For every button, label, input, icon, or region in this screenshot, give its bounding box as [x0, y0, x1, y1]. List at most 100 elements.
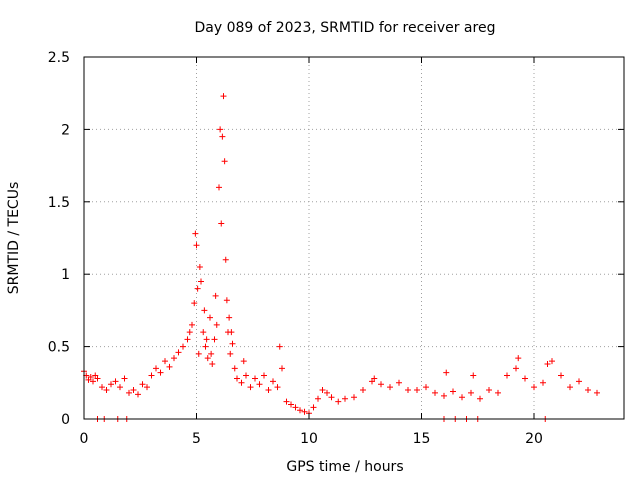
data-point [256, 381, 263, 388]
data-point [130, 387, 137, 394]
data-point [276, 343, 283, 350]
data-point [515, 355, 522, 362]
data-point [265, 387, 272, 394]
data-point [223, 297, 230, 304]
data-point [112, 378, 119, 385]
data-point [360, 387, 366, 394]
data-point [90, 378, 96, 385]
data-points [81, 93, 600, 422]
data-point [513, 365, 519, 372]
data-point [342, 395, 348, 402]
data-point [184, 336, 191, 343]
plot-frame [83, 56, 625, 420]
data-point [522, 375, 528, 382]
data-point [544, 360, 551, 367]
data-point [211, 336, 218, 343]
data-point [234, 375, 240, 382]
data-point [301, 408, 308, 415]
data-point [486, 387, 492, 394]
data-point [396, 379, 402, 386]
data-point [594, 389, 600, 396]
data-point [567, 384, 573, 391]
y-tick-label: 0 [61, 412, 70, 428]
data-point [459, 394, 465, 401]
x-tick-label: 10 [300, 431, 318, 447]
y-tick-label: 0.5 [48, 340, 70, 356]
data-point [297, 407, 303, 414]
data-point [87, 374, 94, 381]
data-point [209, 360, 216, 367]
x-tick-label: 20 [525, 431, 543, 447]
data-point [220, 93, 227, 100]
data-point [540, 379, 546, 386]
data-point [175, 349, 182, 356]
data-point [192, 230, 199, 237]
data-point [558, 372, 564, 379]
data-point [468, 389, 474, 396]
data-point [240, 358, 247, 365]
data-point [117, 384, 123, 391]
data-point [443, 369, 450, 376]
data-point [531, 384, 537, 391]
data-point [218, 220, 225, 227]
data-point [441, 392, 447, 399]
data-point [216, 184, 222, 191]
y-axis-label: SRMTID / TECUs [6, 182, 22, 295]
data-point [200, 329, 207, 336]
data-point [371, 375, 378, 382]
data-point [189, 321, 195, 328]
data-point [144, 384, 150, 391]
data-point [432, 389, 438, 396]
data-point [324, 389, 330, 396]
data-point [495, 389, 501, 396]
grid-lines [84, 57, 624, 419]
data-point [243, 372, 249, 379]
data-point [231, 365, 238, 372]
data-point [203, 336, 210, 343]
data-point [201, 307, 208, 314]
y-tick-label: 2 [61, 122, 70, 138]
data-point [212, 292, 219, 299]
data-point [221, 158, 228, 165]
data-point [157, 369, 164, 376]
data-point [227, 350, 234, 357]
y-tick-label: 1.5 [48, 195, 70, 211]
data-point [247, 384, 254, 391]
data-point [310, 404, 317, 411]
x-axis-label: GPS time / hours [286, 459, 403, 475]
data-point [328, 394, 335, 401]
data-point [213, 321, 220, 328]
data-point [252, 375, 258, 382]
data-point [99, 384, 105, 391]
data-point [470, 372, 477, 379]
x-tick-label: 15 [413, 431, 431, 447]
data-point [196, 263, 203, 270]
data-point [229, 340, 236, 347]
data-point [193, 242, 200, 249]
data-point [228, 329, 235, 336]
data-point [238, 379, 245, 386]
x-tick-label: 0 [80, 431, 89, 447]
data-point [576, 378, 582, 385]
data-point [153, 365, 159, 372]
data-point [219, 133, 226, 140]
data-point [477, 395, 483, 402]
data-point [283, 398, 290, 405]
data-point [423, 384, 429, 391]
data-point [335, 398, 342, 405]
data-point [148, 372, 155, 379]
axis-ticks: 0 0.5 1 1.5 2 2.5 0 5 10 15 20 [48, 50, 624, 447]
data-point [135, 391, 141, 398]
data-point [217, 126, 224, 133]
data-point [103, 387, 110, 394]
data-point [315, 395, 321, 402]
chart-title: Day 089 of 2023, SRMTID for receiver are… [195, 20, 496, 36]
data-point [202, 343, 209, 350]
data-point [139, 381, 146, 388]
data-point [378, 381, 384, 388]
data-point [191, 300, 198, 307]
y-tick-label: 2.5 [48, 50, 70, 66]
data-point [207, 314, 213, 321]
data-point [94, 375, 101, 382]
